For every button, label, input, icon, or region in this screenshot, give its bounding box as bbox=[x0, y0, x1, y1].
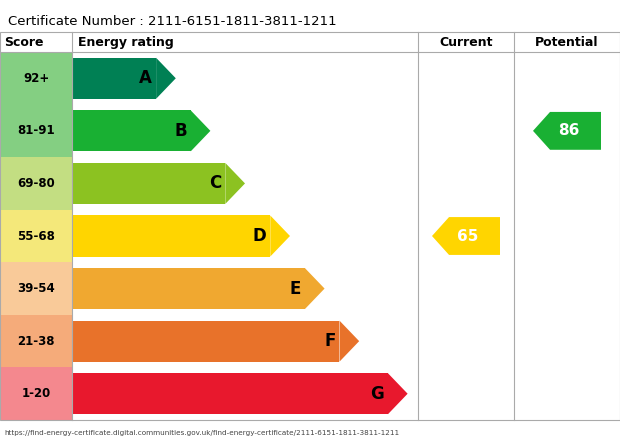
Text: D: D bbox=[252, 227, 267, 245]
Bar bbox=[418, 105, 514, 157]
Bar bbox=[72, 163, 225, 204]
Polygon shape bbox=[191, 110, 210, 151]
Bar bbox=[514, 367, 620, 420]
Bar bbox=[0, 32, 620, 420]
Bar bbox=[0, 157, 72, 210]
Bar bbox=[0, 262, 72, 315]
Bar bbox=[72, 262, 418, 315]
Text: 39-54: 39-54 bbox=[17, 282, 55, 295]
Text: Energy rating: Energy rating bbox=[78, 36, 174, 48]
Polygon shape bbox=[388, 373, 407, 414]
Bar bbox=[72, 157, 418, 210]
Polygon shape bbox=[432, 217, 500, 255]
Bar bbox=[72, 315, 418, 367]
Bar bbox=[514, 157, 620, 210]
Text: E: E bbox=[290, 279, 301, 297]
Bar bbox=[0, 367, 72, 420]
Text: 69-80: 69-80 bbox=[17, 177, 55, 190]
Bar bbox=[72, 110, 191, 151]
Text: 55-68: 55-68 bbox=[17, 230, 55, 242]
Text: 92+: 92+ bbox=[23, 72, 49, 85]
Text: A: A bbox=[140, 69, 152, 87]
Bar bbox=[418, 315, 514, 367]
Bar bbox=[514, 105, 620, 157]
Bar bbox=[72, 367, 418, 420]
Bar bbox=[418, 367, 514, 420]
Bar bbox=[72, 321, 340, 362]
Text: https://find-energy-certificate.digital.communities.gov.uk/find-energy-certifica: https://find-energy-certificate.digital.… bbox=[4, 430, 399, 436]
Bar bbox=[514, 52, 620, 105]
Polygon shape bbox=[225, 163, 245, 204]
Bar bbox=[514, 315, 620, 367]
Text: Score: Score bbox=[4, 36, 43, 48]
Bar bbox=[0, 52, 72, 105]
Bar bbox=[72, 105, 418, 157]
Text: G: G bbox=[370, 385, 384, 403]
Text: F: F bbox=[324, 332, 335, 350]
Bar bbox=[418, 52, 514, 105]
Bar bbox=[418, 157, 514, 210]
Text: 65: 65 bbox=[457, 228, 479, 243]
Text: Potential: Potential bbox=[535, 36, 599, 48]
Text: C: C bbox=[209, 174, 221, 192]
Bar bbox=[418, 210, 514, 262]
Polygon shape bbox=[156, 58, 176, 99]
Text: Current: Current bbox=[439, 36, 493, 48]
Polygon shape bbox=[533, 112, 601, 150]
Text: B: B bbox=[174, 122, 187, 140]
Bar bbox=[0, 210, 72, 262]
Bar bbox=[72, 52, 418, 105]
Bar bbox=[72, 373, 388, 414]
Bar bbox=[418, 262, 514, 315]
Polygon shape bbox=[305, 268, 325, 309]
Bar bbox=[0, 105, 72, 157]
Bar bbox=[514, 210, 620, 262]
Polygon shape bbox=[340, 321, 359, 362]
Bar bbox=[72, 216, 270, 257]
Text: 81-91: 81-91 bbox=[17, 125, 55, 137]
Bar bbox=[72, 268, 305, 309]
Text: 86: 86 bbox=[558, 123, 580, 138]
Polygon shape bbox=[270, 216, 290, 257]
Text: 1-20: 1-20 bbox=[21, 387, 51, 400]
Bar bbox=[72, 210, 418, 262]
Bar bbox=[72, 58, 156, 99]
Text: Certificate Number : 2111-6151-1811-3811-1211: Certificate Number : 2111-6151-1811-3811… bbox=[8, 15, 337, 28]
Text: 21-38: 21-38 bbox=[17, 335, 55, 348]
Bar bbox=[0, 315, 72, 367]
Bar bbox=[514, 262, 620, 315]
